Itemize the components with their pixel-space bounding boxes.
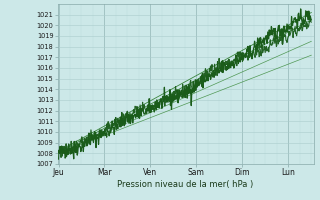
X-axis label: Pression niveau de la mer( hPa ): Pression niveau de la mer( hPa ) — [117, 180, 254, 189]
